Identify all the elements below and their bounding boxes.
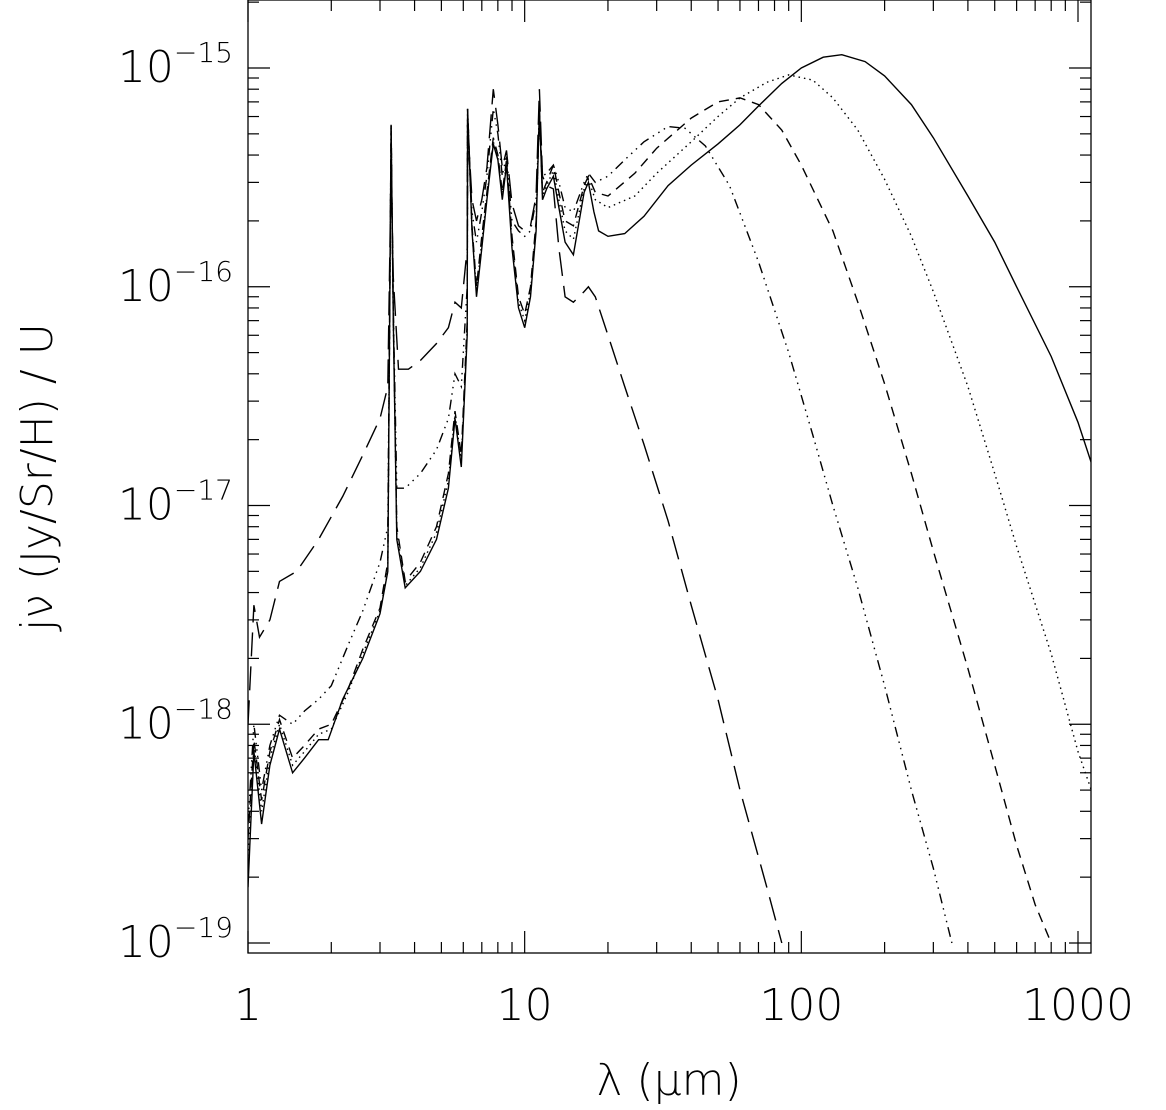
x-tick-label: 1 [234, 980, 262, 1031]
series-line-dash-dot [248, 108, 953, 944]
y-axis-label: jν (Jy/Sr/H) / U [12, 323, 63, 632]
y-tick-label: 10−15 [118, 36, 233, 93]
y-tick-label: 10−19 [118, 911, 233, 968]
x-tick-label: 1000 [1022, 980, 1134, 1031]
axis-ticks [247, 0, 1091, 953]
x-axis-label: λ (μm) [596, 1055, 741, 1106]
y-tick-label: 10−17 [118, 474, 233, 531]
y-tick-label: 10−18 [118, 692, 233, 749]
x-tick-label: 100 [759, 980, 843, 1031]
series-line-solid [248, 53, 1091, 888]
series-line-dashed [248, 97, 1052, 944]
x-tick-labels: 1 10 100 1000 [234, 980, 1134, 1031]
series-line-long-dash [248, 89, 783, 944]
series-group [248, 53, 1091, 944]
plot-frame [247, 0, 1092, 954]
x-tick-label: 10 [497, 980, 553, 1031]
y-tick-label: 10−16 [118, 255, 233, 312]
y-tick-labels: 10−19 10−18 10−17 10−16 10−15 [118, 36, 233, 968]
series-line-dotted [248, 74, 1091, 857]
